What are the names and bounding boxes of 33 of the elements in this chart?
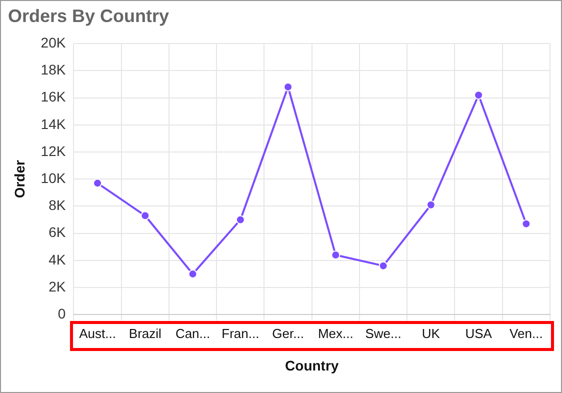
y-tick-label: 10K (40, 170, 66, 186)
point (474, 90, 484, 100)
x-tick-label: Can... (175, 326, 210, 341)
x-tick-label: Mex... (318, 326, 354, 341)
point (426, 200, 436, 210)
point (236, 215, 245, 224)
y-axis-title: Order (11, 159, 28, 198)
point (93, 178, 102, 188)
y-tick-label: 12K (40, 142, 66, 159)
x-tick-label: Ger... (272, 326, 304, 341)
y-tick-label: 14K (40, 116, 66, 132)
x-tick-label: Ven... (510, 326, 543, 341)
x-axis-title: Country (285, 357, 339, 374)
y-tick-label: 8K (48, 197, 66, 214)
point (188, 269, 198, 278)
y-tick-label: 0 (58, 305, 66, 322)
y-tick-label: 18K (40, 62, 66, 78)
point (140, 211, 150, 220)
point (331, 250, 340, 260)
x-tick-label: UK (422, 326, 440, 341)
y-tick-label: 6K (48, 224, 66, 240)
y-tick-label: 4K (48, 251, 66, 268)
x-tick-label: Fran... (222, 326, 260, 341)
x-tick-label: Aust... (79, 326, 116, 341)
x-tick-label: Brazil (128, 326, 162, 341)
point (522, 219, 531, 228)
y-tick-label: 2K (48, 278, 66, 294)
x-tick-label: Swe... (365, 326, 402, 341)
y-tick-label: 20K (40, 34, 66, 50)
y-tick-label: 16K (40, 88, 66, 105)
point (378, 261, 388, 270)
x-tick-label: USA (465, 326, 492, 341)
chart-title: Orders By Country (8, 6, 170, 26)
